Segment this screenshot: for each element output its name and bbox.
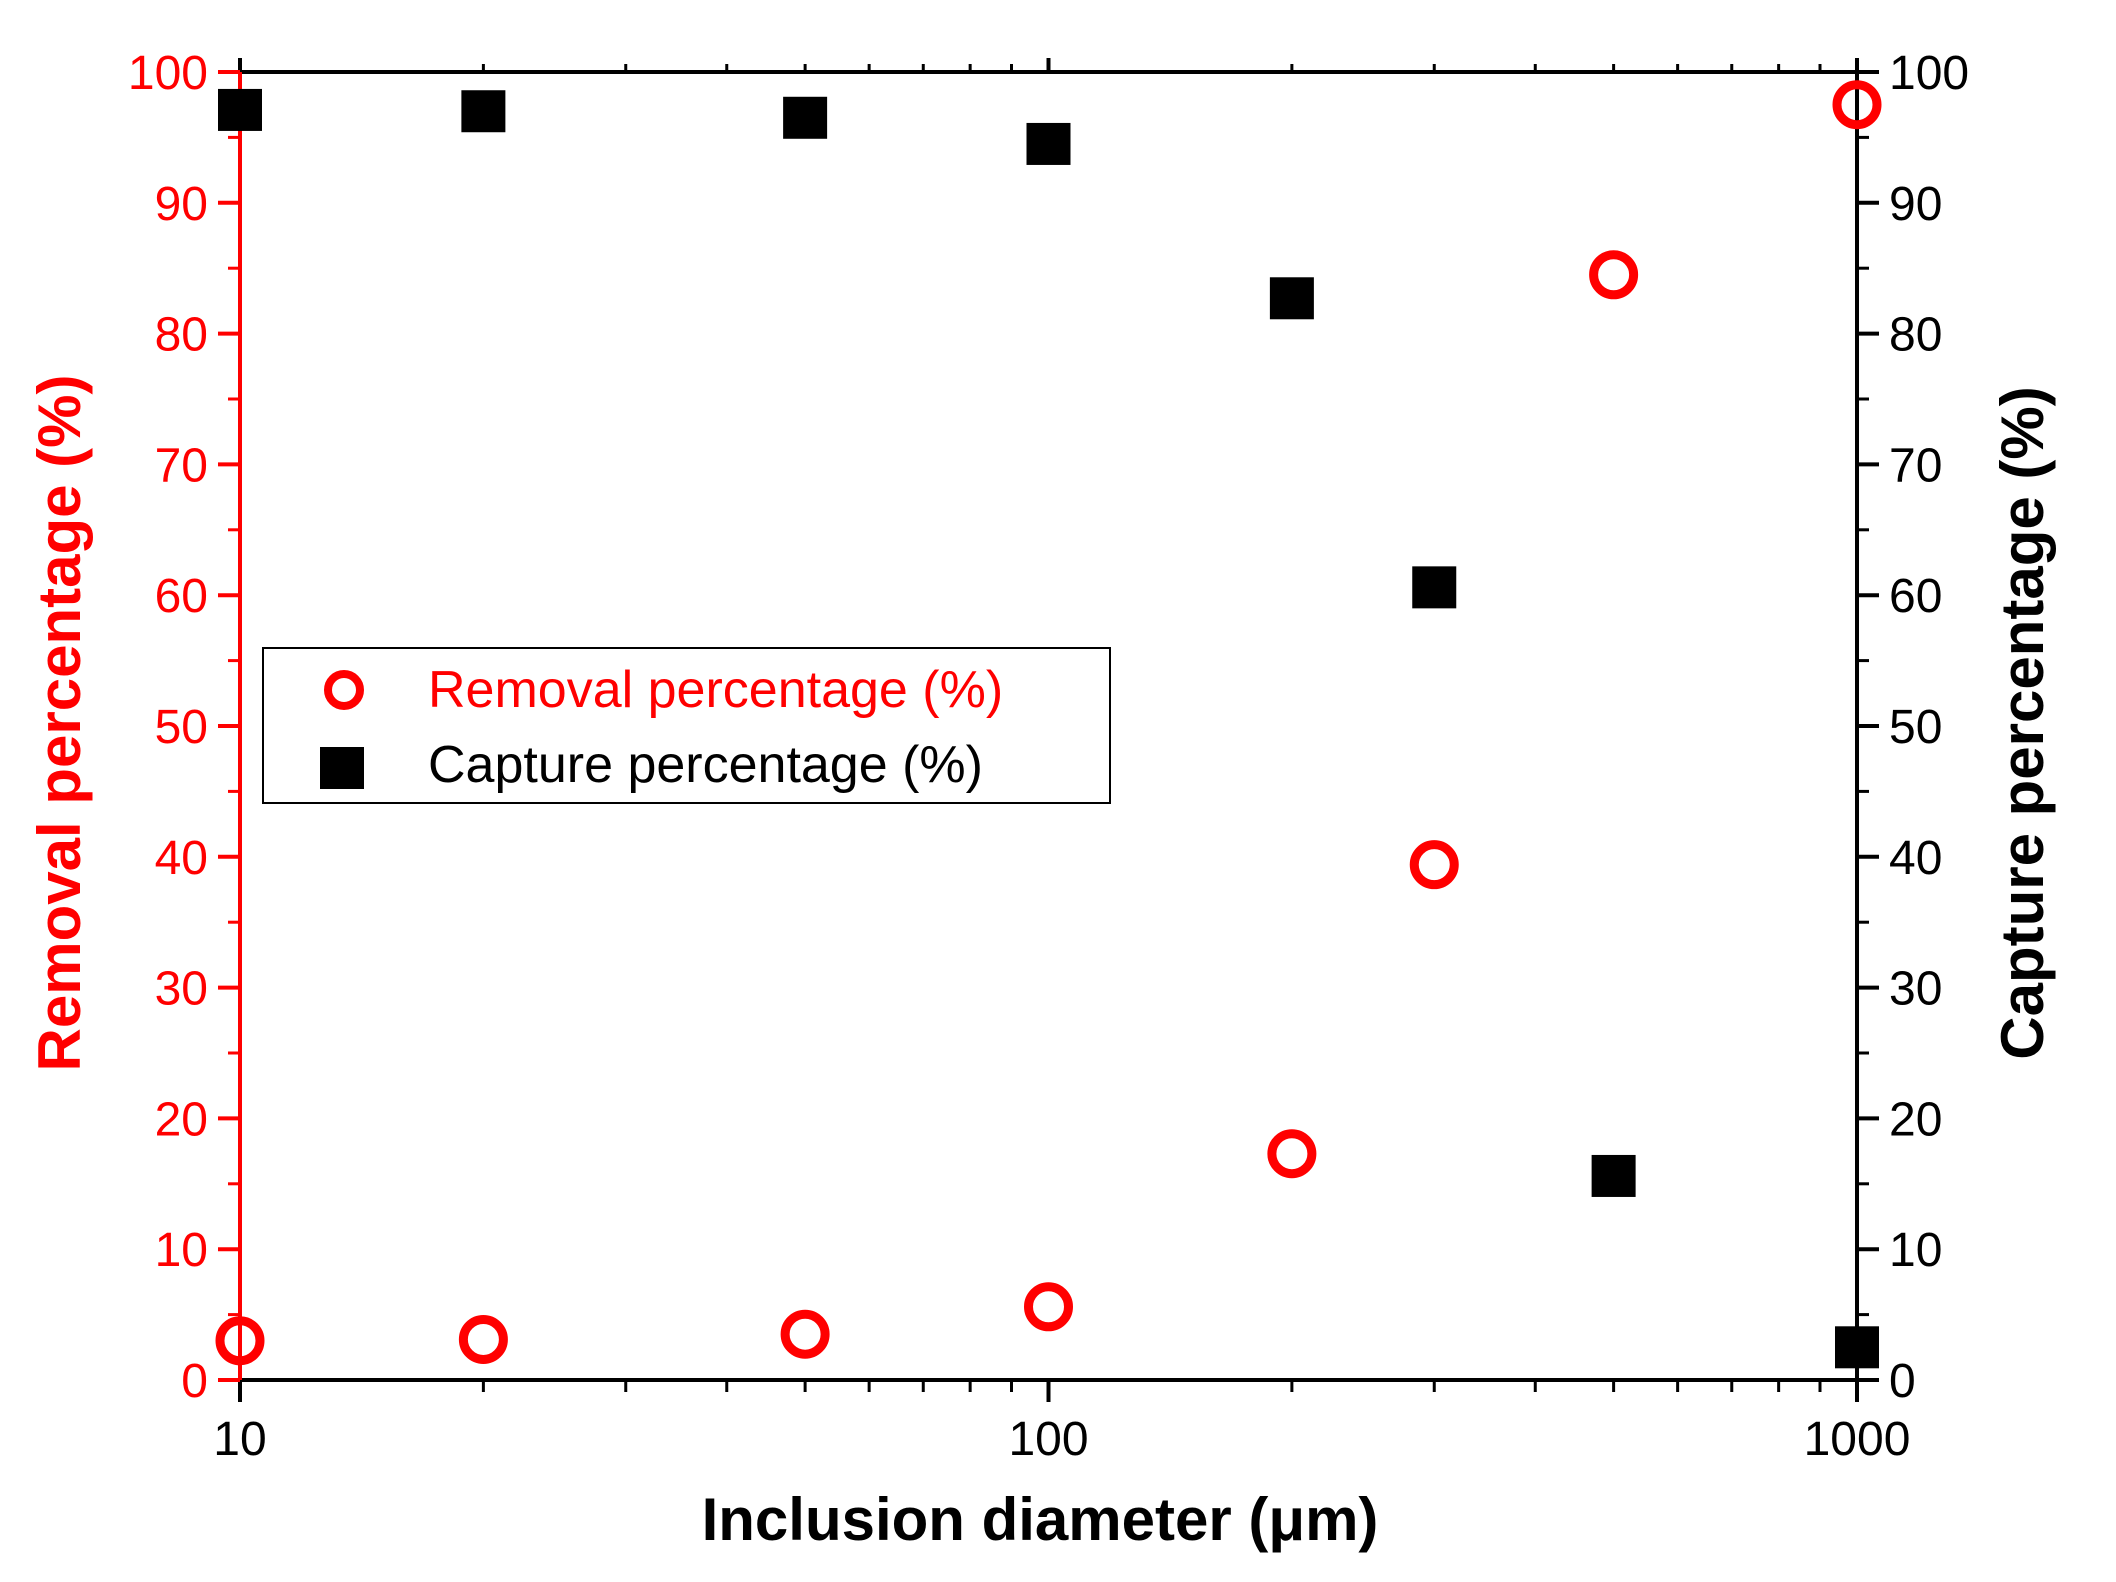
right-y-tick-label: 90	[1889, 178, 1942, 231]
right-y-tick-label: 40	[1889, 832, 1942, 885]
right-y-tick-label: 80	[1889, 309, 1942, 362]
left-y-tick-label: 100	[128, 47, 208, 100]
removal-point	[780, 1309, 830, 1359]
capture-point	[1835, 1326, 1879, 1369]
removal-point	[1024, 1282, 1073, 1332]
legend-label-capture: Capture percentage (%)	[428, 736, 983, 794]
capture-point	[783, 96, 828, 139]
removal-point	[215, 1316, 265, 1366]
legend-label-removal: Removal percentage (%)	[428, 661, 1003, 719]
right-y-tick-label: 30	[1889, 963, 1942, 1016]
right-y-tick-label: 0	[1889, 1355, 1916, 1408]
left-y-tick-label: 90	[155, 178, 208, 231]
right-y-tick-label: 60	[1889, 570, 1942, 623]
x-tick-label: 10	[213, 1413, 266, 1466]
left-y-tick-label: 60	[155, 570, 208, 623]
removal-point	[1267, 1129, 1317, 1179]
capture-point	[1026, 122, 1071, 165]
removal-point	[458, 1314, 508, 1364]
left-y-tick-label: 70	[155, 439, 208, 492]
left-y-tick-label: 0	[181, 1355, 208, 1408]
removal-point	[1589, 250, 1639, 300]
legend-marker-removal	[324, 670, 364, 710]
right-y-tick-label: 70	[1889, 439, 1942, 492]
capture-point	[218, 88, 262, 131]
left-y-tick-label: 10	[155, 1224, 208, 1277]
capture-point	[461, 90, 506, 133]
right-y-axis-title: Capture percentage (%)	[1989, 386, 2056, 1059]
left-y-tick-label: 40	[155, 832, 208, 885]
x-tick-label: 1000	[1804, 1413, 1911, 1466]
left-y-axis-title: Removal percentage (%)	[26, 375, 93, 1072]
left-y-tick-label: 20	[155, 1093, 208, 1146]
right-y-tick-label: 50	[1889, 701, 1942, 754]
legend: Removal percentage (%) Capture percentag…	[262, 647, 1111, 804]
right-y-tick-label: 20	[1889, 1093, 1942, 1146]
right-y-tick-label: 100	[1889, 47, 1969, 100]
right-y-tick-label: 10	[1889, 1224, 1942, 1277]
capture-point	[1269, 277, 1314, 320]
left-y-tick-label: 50	[155, 701, 208, 754]
data-marks	[215, 80, 1882, 1369]
legend-marker-capture	[320, 747, 364, 789]
x-tick-label: 100	[1008, 1413, 1088, 1466]
left-y-tick-label: 80	[155, 309, 208, 362]
left-y-tick-label: 30	[155, 963, 208, 1016]
legend-box	[262, 647, 1111, 804]
removal-point	[1409, 840, 1459, 890]
capture-point	[1591, 1154, 1636, 1197]
removal-point	[1832, 80, 1882, 130]
capture-point	[1412, 566, 1457, 609]
x-axis-title: Inclusion diameter (μm)	[702, 1486, 1379, 1553]
